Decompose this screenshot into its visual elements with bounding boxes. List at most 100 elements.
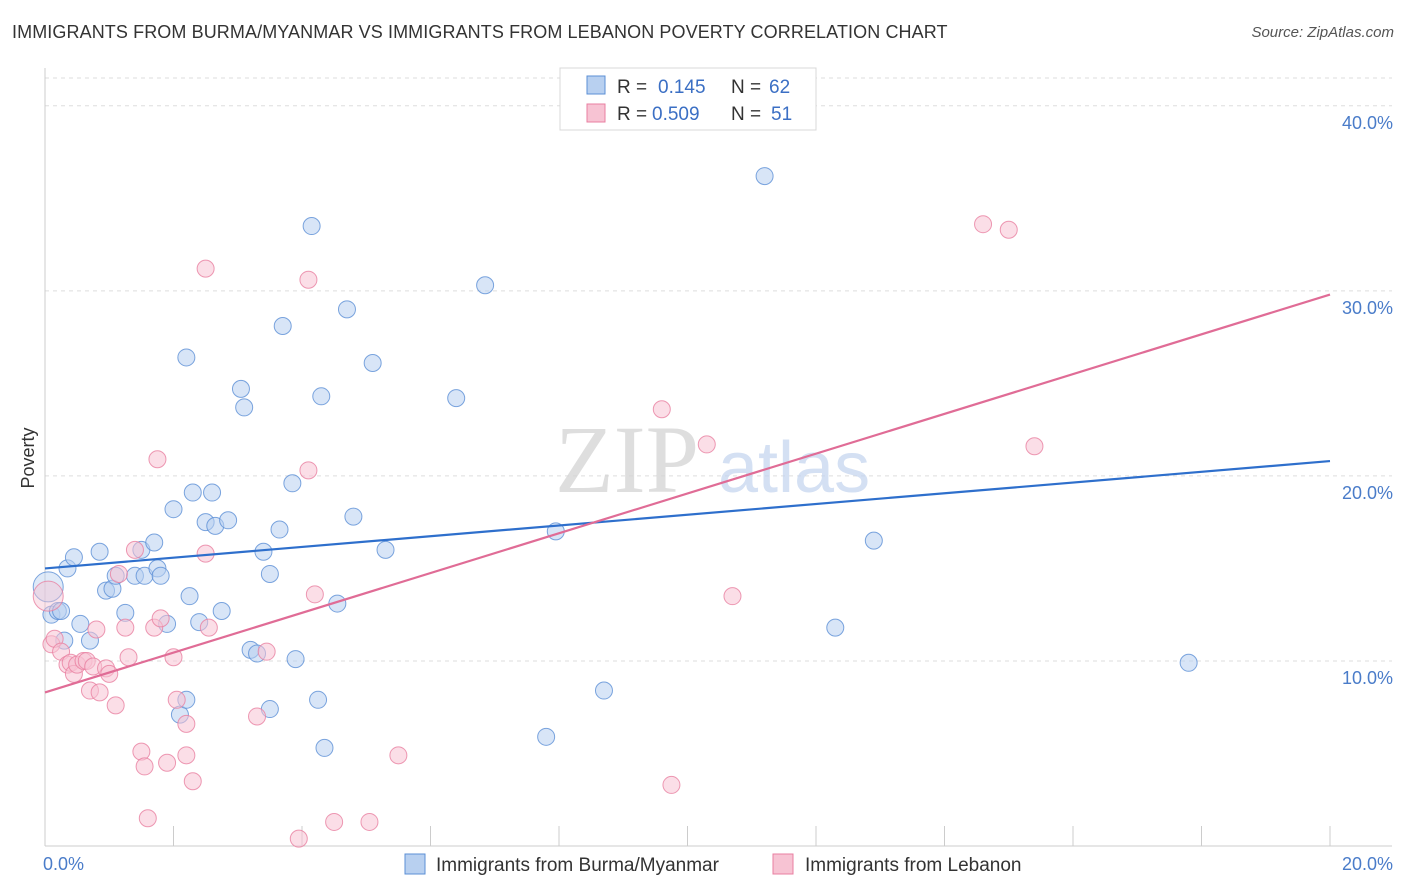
point-s0-51	[376, 540, 395, 559]
point-s1-15	[100, 664, 119, 683]
point-s1-37	[257, 642, 276, 661]
y-tick-label-2: 30.0%	[1342, 298, 1393, 318]
series-legend: Immigrants from Burma/Myanmar Immigrants…	[404, 853, 1022, 876]
point-s1-0	[32, 580, 64, 612]
legend-swatch-burma	[586, 75, 606, 95]
legend-n-label-lebanon: N =	[731, 104, 761, 125]
point-s1-23	[138, 809, 157, 828]
x-tick-label-1: 20.0%	[1342, 854, 1393, 874]
point-s0-33	[235, 398, 254, 417]
point-s0-60	[1179, 653, 1198, 672]
point-s0-54	[537, 727, 556, 746]
watermark: ZIP atlas	[555, 406, 870, 513]
point-s1-18	[116, 618, 135, 637]
point-s0-41	[283, 474, 302, 493]
series-legend-label-burma: Immigrants from Burma/Myanmar	[436, 855, 720, 876]
point-s1-38	[289, 829, 308, 848]
point-s1-30	[177, 746, 196, 765]
point-s1-47	[697, 435, 716, 454]
legend-r-value-lebanon: 0.509	[652, 104, 700, 125]
watermark-zip: ZIP	[555, 406, 699, 513]
legend-swatch-lebanon	[586, 103, 606, 123]
point-s1-32	[183, 772, 202, 791]
point-s1-39	[299, 461, 318, 480]
legend-n-value-lebanon: 51	[771, 104, 792, 125]
point-s0-59	[864, 531, 883, 550]
point-s1-44	[389, 746, 408, 765]
point-s0-50	[363, 353, 382, 372]
axes	[44, 68, 1392, 847]
point-s1-51	[1025, 437, 1044, 456]
point-s1-31	[177, 714, 196, 733]
legend-r-label-burma: R =	[617, 77, 647, 98]
y-tick-label-0: 10.0%	[1342, 668, 1393, 688]
series-legend-swatch-lebanon	[772, 853, 794, 875]
point-s1-46	[662, 775, 681, 794]
y-axis-label: Poverty	[18, 427, 38, 488]
watermark-atlas: atlas	[718, 428, 870, 508]
point-s0-16	[145, 533, 164, 552]
point-s1-50	[999, 220, 1018, 239]
point-s0-40	[273, 316, 292, 335]
point-s0-31	[219, 511, 238, 530]
point-s0-39	[270, 520, 289, 539]
point-s0-23	[177, 348, 196, 367]
y-tick-label-1: 20.0%	[1342, 483, 1393, 503]
legend: R = 0.145 N = 62 R = 0.509 N = 51	[559, 67, 817, 131]
point-s0-58	[826, 618, 845, 637]
data-points	[32, 167, 1198, 848]
point-s1-27	[158, 753, 177, 772]
point-s1-17	[109, 564, 128, 583]
trend-line-s1	[44, 293, 1331, 694]
point-s0-53	[476, 276, 495, 295]
trend-lines	[44, 293, 1331, 694]
point-s1-35	[199, 618, 218, 637]
point-s1-29	[167, 690, 186, 709]
chart-source: Source: ZipAtlas.com	[1251, 24, 1394, 41]
point-s0-25	[183, 483, 202, 502]
point-s1-19	[119, 648, 138, 667]
chart-title: IMMIGRANTS FROM BURMA/MYANMAR VS IMMIGRA…	[12, 22, 948, 42]
point-s1-43	[360, 812, 379, 831]
point-s0-44	[309, 690, 328, 709]
point-s0-24	[180, 587, 199, 606]
trend-line-s0	[44, 459, 1331, 570]
point-s1-49	[974, 215, 993, 234]
point-s0-6	[71, 614, 90, 633]
point-s0-56	[594, 681, 613, 700]
point-s1-21	[132, 742, 151, 761]
y-tick-label-3: 40.0%	[1342, 113, 1393, 133]
point-s0-57	[755, 167, 774, 186]
legend-n-value-burma: 62	[769, 77, 790, 98]
point-s0-28	[203, 483, 222, 502]
point-s1-34	[196, 259, 215, 278]
point-s1-41	[305, 585, 324, 604]
point-s0-43	[302, 217, 321, 236]
point-s0-0	[32, 571, 64, 603]
series-legend-label-lebanon: Immigrants from Lebanon	[805, 855, 1022, 876]
point-s1-48	[723, 587, 742, 606]
grid-lines	[45, 77, 1392, 662]
point-s0-18	[151, 566, 170, 585]
point-s1-25	[148, 450, 167, 469]
point-s1-45	[652, 400, 671, 419]
point-s0-46	[315, 738, 334, 757]
point-s1-12	[87, 620, 106, 639]
x-tick-label-0: 0.0%	[43, 854, 84, 874]
point-s1-20	[125, 540, 144, 559]
point-s0-42	[286, 650, 305, 669]
point-s0-37	[260, 564, 279, 583]
point-s0-30	[212, 601, 231, 620]
point-s1-40	[299, 270, 318, 289]
point-s1-36	[248, 707, 267, 726]
point-s0-52	[447, 389, 466, 408]
series-legend-swatch-burma	[404, 853, 426, 875]
point-s0-8	[90, 542, 109, 561]
point-s1-26	[151, 609, 170, 628]
point-s0-32	[231, 379, 250, 398]
legend-n-label-burma: N =	[731, 77, 761, 98]
tick-labels: 10.0% 20.0% 30.0% 40.0% 0.0% 20.0%	[43, 113, 1393, 874]
point-s1-16	[106, 696, 125, 715]
point-s1-13	[90, 683, 109, 702]
